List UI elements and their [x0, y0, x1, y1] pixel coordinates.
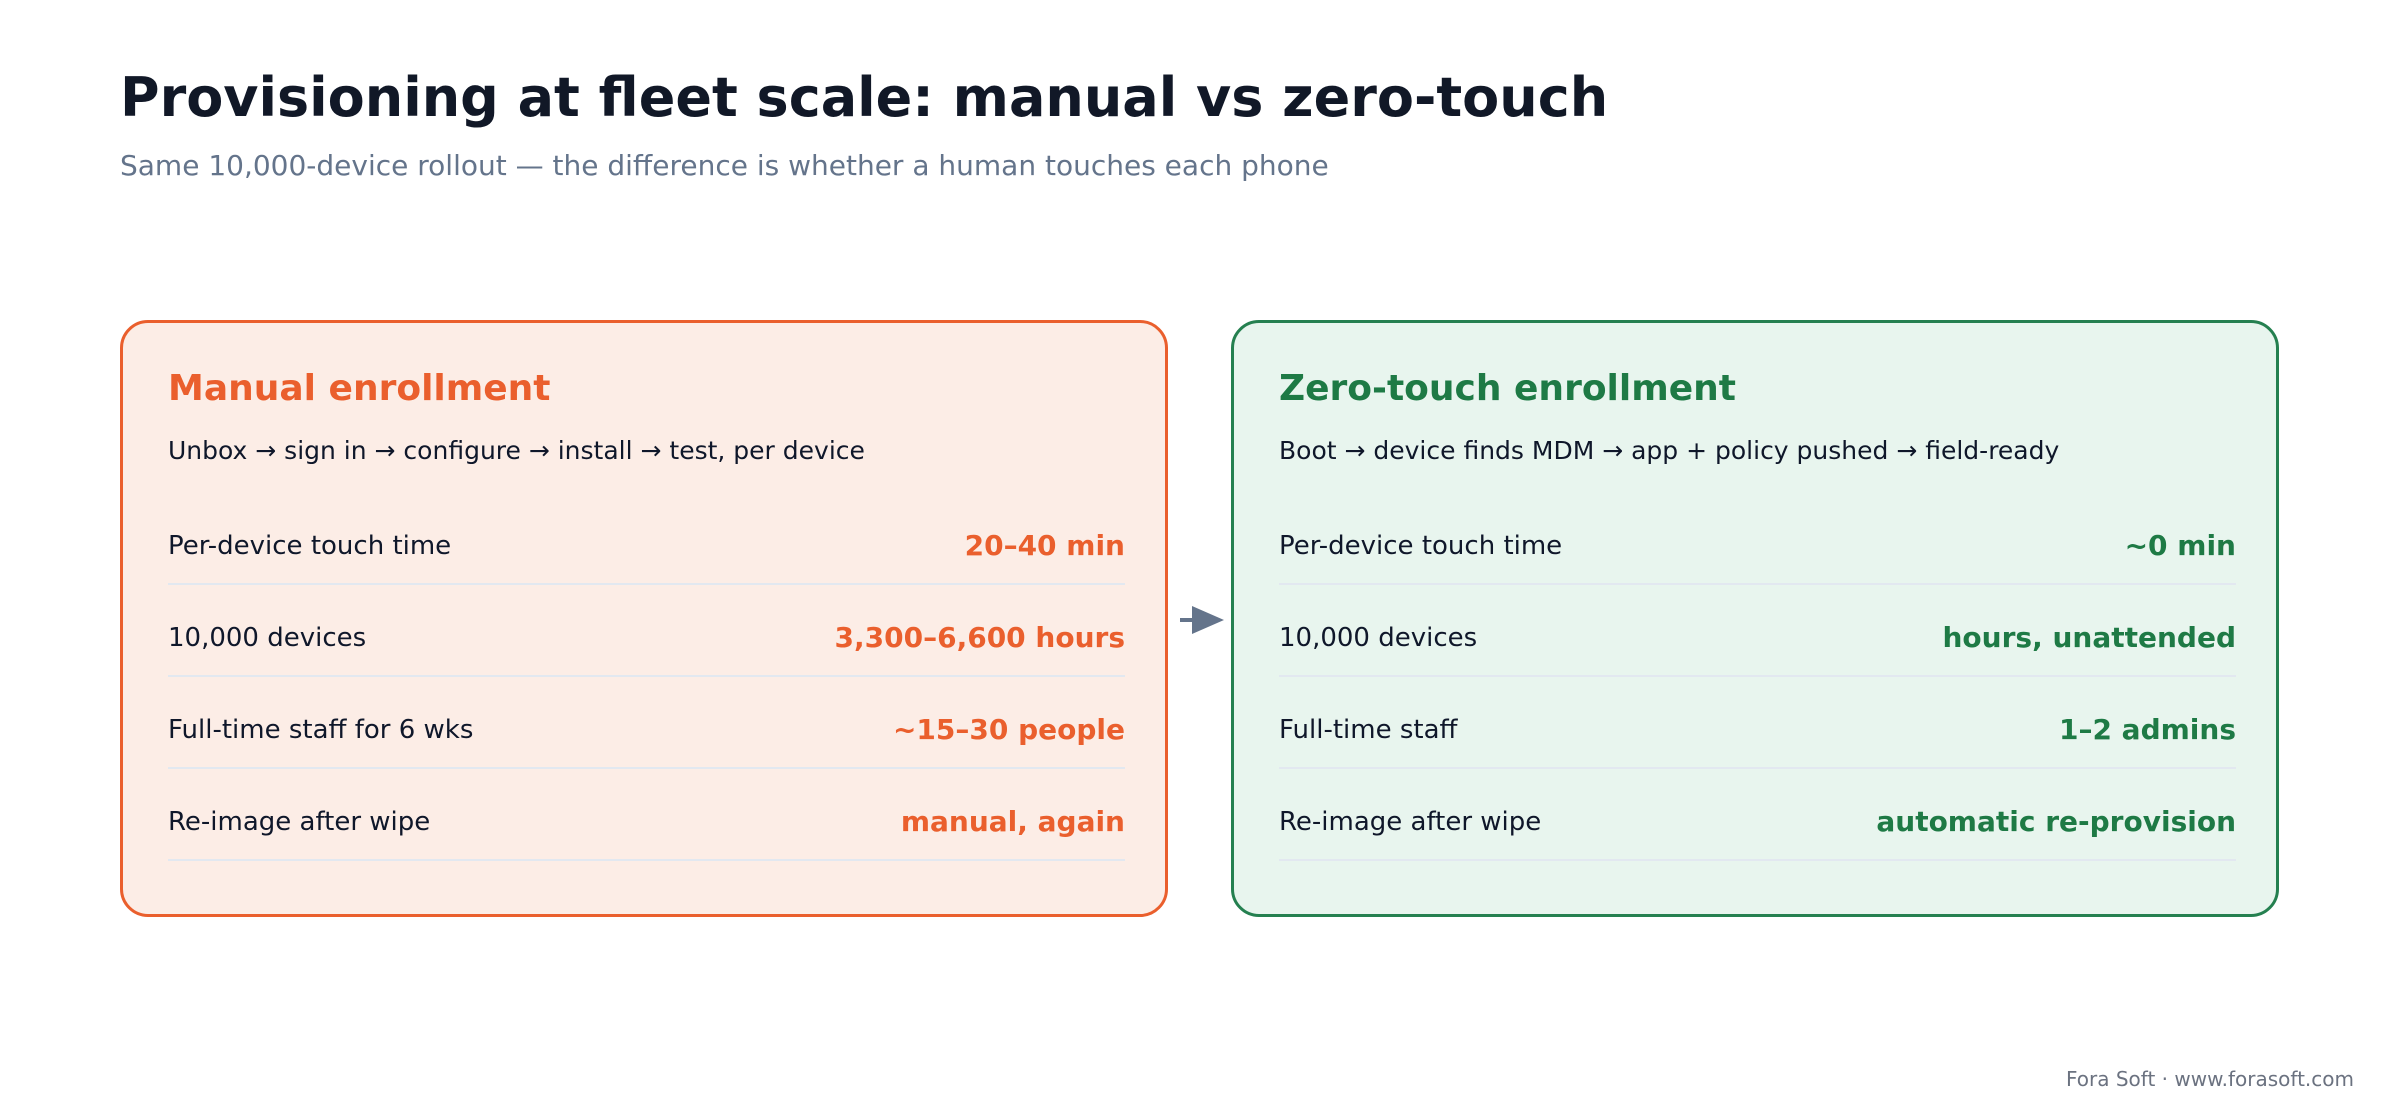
- zero-touch-card-title: Zero-touch enrollment: [1279, 368, 1736, 409]
- metric-label: Re-image after wipe: [1279, 807, 1542, 837]
- metric-row: Per-device touch time ~0 min: [1279, 507, 2236, 599]
- row-divider: [1279, 675, 2236, 677]
- metric-value: manual, again: [900, 805, 1125, 838]
- metric-label: Full-time staff for 6 wks: [168, 715, 474, 745]
- footer-credit: Fora Soft · www.forasoft.com: [2065, 1067, 2354, 1091]
- arrow-right-icon: [1180, 606, 1224, 634]
- metric-value: 1–2 admins: [2058, 713, 2236, 746]
- metric-row: 10,000 devices hours, unattended: [1279, 599, 2236, 691]
- row-divider: [1279, 767, 2236, 769]
- metric-label: Full-time staff: [1279, 715, 1458, 745]
- row-divider: [168, 859, 1125, 861]
- metric-row: 10,000 devices 3,300–6,600 hours: [168, 599, 1125, 691]
- metric-value: automatic re-provision: [1876, 805, 2236, 838]
- manual-card-steps: Unbox → sign in → configure → install → …: [168, 436, 865, 465]
- metric-label: Per-device touch time: [168, 531, 452, 561]
- row-divider: [1279, 859, 2236, 861]
- metric-value: 3,300–6,600 hours: [834, 621, 1125, 654]
- metric-row: Re-image after wipe manual, again: [168, 783, 1125, 875]
- metric-value: ~0 min: [2124, 529, 2236, 562]
- metric-row: Per-device touch time 20–40 min: [168, 507, 1125, 599]
- zero-touch-card-steps: Boot → device finds MDM → app + policy p…: [1279, 436, 2060, 465]
- metric-label: 10,000 devices: [1279, 623, 1478, 653]
- metric-value: hours, unattended: [1942, 621, 2237, 654]
- metric-label: 10,000 devices: [168, 623, 367, 653]
- row-divider: [168, 675, 1125, 677]
- metric-label: Per-device touch time: [1279, 531, 1563, 561]
- zero-touch-metrics-list: Per-device touch time ~0 min 10,000 devi…: [1279, 507, 2236, 875]
- metric-value: 20–40 min: [964, 529, 1125, 562]
- zero-touch-enrollment-card: Zero-touch enrollment Boot → device find…: [1231, 320, 2279, 917]
- metric-row: Re-image after wipe automatic re-provisi…: [1279, 783, 2236, 875]
- row-divider: [168, 583, 1125, 585]
- metric-value: ~15–30 people: [892, 713, 1125, 746]
- manual-card-title: Manual enrollment: [168, 368, 551, 409]
- page-subtitle: Same 10,000-device rollout — the differe…: [120, 149, 1329, 182]
- metric-row: Full-time staff for 6 wks ~15–30 people: [168, 691, 1125, 783]
- manual-metrics-list: Per-device touch time 20–40 min 10,000 d…: [168, 507, 1125, 875]
- row-divider: [1279, 583, 2236, 585]
- manual-enrollment-card: Manual enrollment Unbox → sign in → conf…: [120, 320, 1168, 917]
- metric-label: Re-image after wipe: [168, 807, 431, 837]
- metric-row: Full-time staff 1–2 admins: [1279, 691, 2236, 783]
- page-title: Provisioning at fleet scale: manual vs z…: [120, 66, 1609, 129]
- row-divider: [168, 767, 1125, 769]
